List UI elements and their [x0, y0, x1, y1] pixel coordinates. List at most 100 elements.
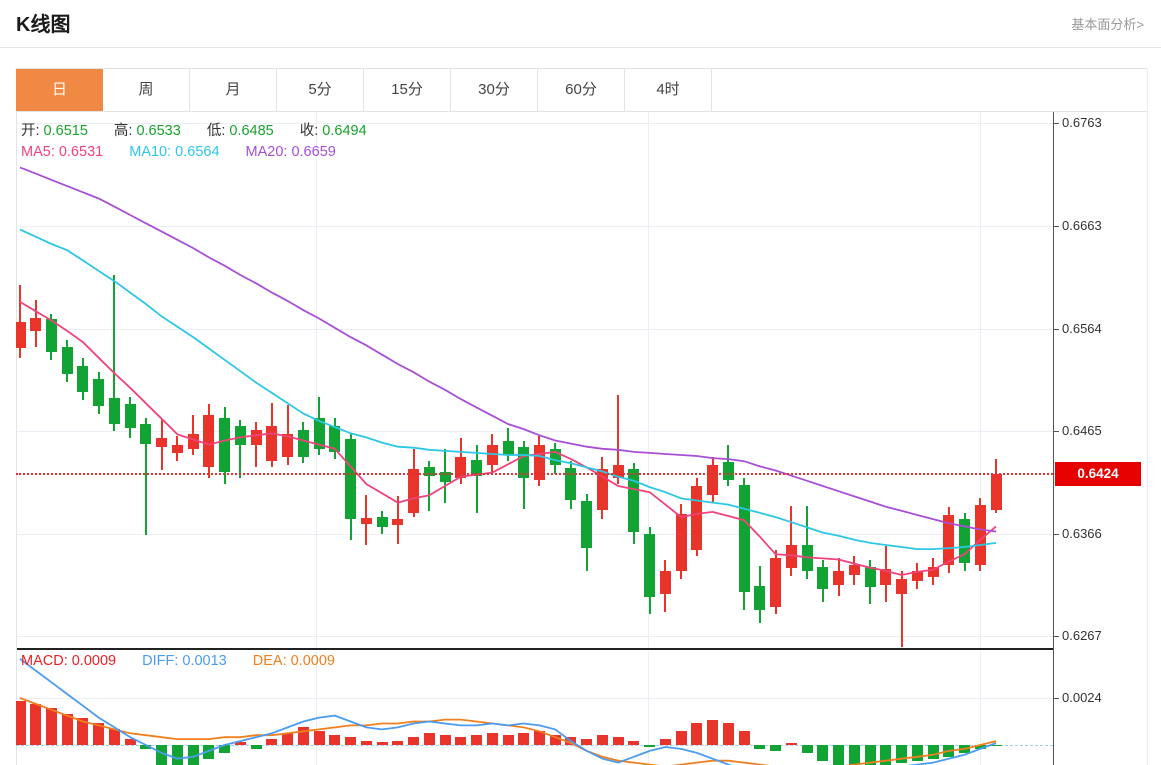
macd-bar: [675, 731, 687, 745]
candle: [455, 457, 467, 478]
macd-bar: [156, 745, 168, 765]
header-divider: [0, 47, 1161, 48]
macd-bar: [581, 739, 593, 746]
candle: [785, 544, 797, 568]
candle: [770, 558, 782, 608]
macd-bar: [219, 745, 231, 753]
candle: [581, 500, 593, 549]
candle-wick: [428, 461, 431, 511]
candle: [817, 566, 829, 590]
candle: [722, 462, 734, 480]
candle: [93, 379, 105, 407]
fundamental-analysis-link[interactable]: 基本面分析>: [1071, 17, 1144, 32]
diff-line: [19, 658, 997, 765]
candle: [486, 444, 498, 466]
period-tab-5分[interactable]: 5分: [277, 69, 364, 111]
macd-bar: [754, 745, 766, 749]
macd-bar: [45, 707, 57, 745]
candle: [848, 564, 860, 575]
macd-bar: [628, 741, 640, 745]
candle: [691, 486, 703, 551]
period-tab-周[interactable]: 周: [103, 69, 190, 111]
candle: [392, 519, 404, 526]
macd-bar: [329, 735, 341, 745]
axis-tick-label: 0.6663: [1062, 218, 1102, 233]
period-tab-15分[interactable]: 15分: [364, 69, 451, 111]
candle: [329, 426, 341, 452]
macd-bar: [171, 745, 183, 765]
macd-bar: [439, 735, 451, 745]
macd-bar: [864, 745, 876, 765]
chart-left-border: [16, 112, 17, 765]
candle: [219, 417, 231, 472]
high-label: 高:: [113, 123, 133, 139]
gridline-h: [16, 533, 1053, 535]
candle-wick: [113, 275, 116, 432]
ma5-label: MA5:: [21, 144, 55, 160]
period-tab-60分[interactable]: 60分: [538, 69, 625, 111]
axis-tick-label: 0.6366: [1062, 526, 1102, 541]
macd-bar: [691, 723, 703, 745]
axis-tick: [1053, 698, 1059, 699]
candle: [313, 417, 325, 449]
gridline-h: [16, 636, 1053, 637]
axis-tick-label: 0.6267: [1062, 628, 1102, 643]
axis-tick: [1053, 329, 1059, 330]
gridline-v: [980, 112, 981, 648]
macd-bar: [30, 703, 42, 745]
kline-chart-pane[interactable]: 开: 0.6515 高: 0.6533 低: 0.6485 收: 0.6494 MA5:…: [16, 112, 1053, 648]
macd-bar: [282, 733, 294, 746]
ma20-value: 0.6659: [291, 144, 336, 160]
macd-bar: [612, 737, 624, 745]
ma20-line: [19, 166, 997, 533]
candle: [864, 566, 876, 588]
period-tab-月[interactable]: 月: [190, 69, 277, 111]
candle: [959, 519, 971, 563]
macd-bar: [392, 741, 404, 745]
axis-tick: [1053, 431, 1059, 432]
macd-bar: [722, 723, 734, 745]
period-tab-4时[interactable]: 4时: [625, 69, 712, 111]
candle: [596, 469, 608, 510]
period-tab-30分[interactable]: 30分: [451, 69, 538, 111]
page-title: K线图: [16, 14, 71, 36]
macd-bar: [455, 737, 467, 745]
candle: [16, 321, 26, 349]
macd-bar: [203, 745, 215, 759]
candle: [250, 430, 262, 445]
macd-chart-pane[interactable]: MACD: 0.0009 DIFF: 0.0013 DEA: 0.0009: [16, 651, 1053, 765]
candle: [549, 448, 561, 466]
candle: [990, 473, 1002, 510]
gridline-v: [316, 112, 317, 648]
candle-wick: [475, 444, 478, 513]
macd-bar: [187, 745, 199, 765]
macd-bar: [785, 743, 797, 745]
candle-wick: [144, 417, 147, 535]
candle: [439, 471, 451, 482]
low-label: 低:: [206, 123, 226, 139]
candle: [659, 570, 671, 594]
macd-bar: [16, 700, 26, 745]
ma-legend: MA5: 0.6531 MA10: 0.6564 MA20: 0.6659: [21, 144, 340, 160]
gridline-h: [16, 226, 1053, 228]
candle: [738, 484, 750, 592]
candle: [612, 465, 624, 478]
macd-legend: MACD: 0.0009 DIFF: 0.0013 DEA: 0.0009: [21, 653, 339, 669]
macd-bar: [644, 745, 656, 747]
candle: [707, 465, 719, 496]
macd-bar: [770, 745, 782, 751]
close-value: 0.6494: [322, 123, 367, 139]
gridline-v: [316, 651, 317, 765]
low-value: 0.6485: [229, 123, 274, 139]
candle: [408, 469, 420, 513]
candle-wick: [806, 505, 809, 580]
period-tab-日[interactable]: 日: [16, 69, 103, 111]
macd-bar: [313, 731, 325, 745]
close-label: 收:: [299, 123, 319, 139]
candle: [533, 444, 545, 480]
candle: [234, 426, 246, 445]
macd-label: MACD:: [21, 653, 68, 669]
candle: [124, 404, 136, 429]
open-label: 开:: [21, 123, 40, 139]
macd-bar: [61, 713, 73, 745]
